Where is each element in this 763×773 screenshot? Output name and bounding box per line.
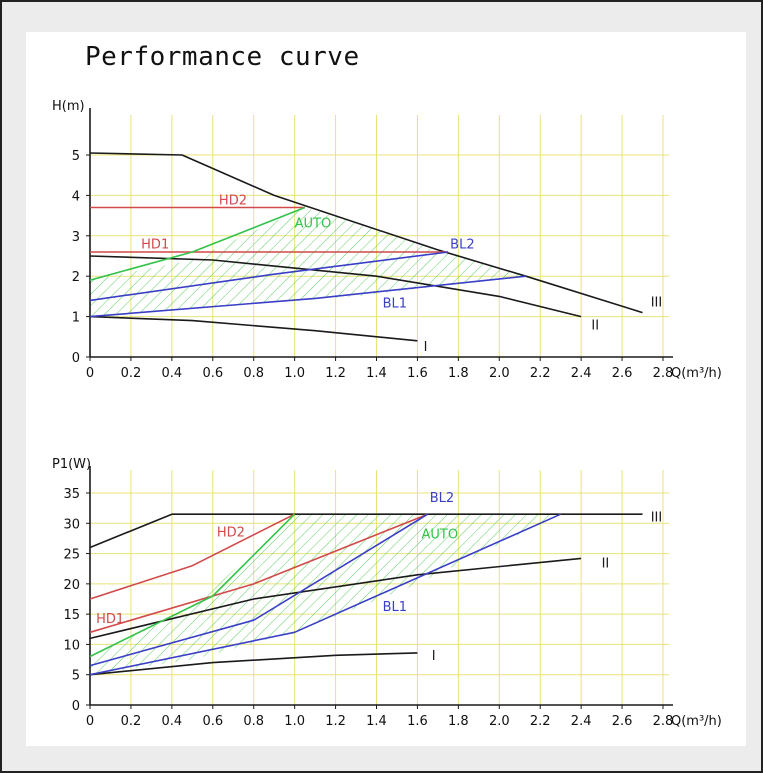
x-tick-label: 0 xyxy=(86,366,94,381)
x-tick-label: 0.8 xyxy=(243,366,264,381)
series-label-i: I xyxy=(424,340,428,355)
x-tick-label: 1.4 xyxy=(366,366,387,381)
series-line-i xyxy=(89,652,418,676)
x-axis-label: Q(m³/h) xyxy=(671,714,722,729)
y-axis-label: H(m) xyxy=(52,99,85,114)
y-tick-label: 1 xyxy=(72,311,80,326)
series-label-hd2: HD2 xyxy=(219,193,247,208)
y-tick-label: 25 xyxy=(63,548,80,563)
series-line-iii xyxy=(89,513,643,549)
series-label-iii: III xyxy=(651,296,663,311)
x-tick-label: 0.4 xyxy=(162,714,183,729)
operating-range-hatch xyxy=(90,514,561,675)
x-tick-label: 0.6 xyxy=(202,714,223,729)
series-label-bl1: BL1 xyxy=(383,297,407,312)
figure-panel xyxy=(26,32,746,746)
x-tick-label: 2.0 xyxy=(489,714,510,729)
y-tick-label: 35 xyxy=(63,487,80,502)
series-line-ii xyxy=(89,557,582,640)
series-line-auto xyxy=(89,206,306,281)
x-tick-label: 0.8 xyxy=(243,714,264,729)
series-label-bl2: BL2 xyxy=(450,238,474,253)
page-title: Performance curve xyxy=(85,42,360,72)
x-tick-label: 1.6 xyxy=(407,366,428,381)
x-tick-label: 2.4 xyxy=(571,714,592,729)
series-label-hd2: HD2 xyxy=(217,526,245,541)
x-tick-label: 2.6 xyxy=(612,714,633,729)
x-tick-label: 2.6 xyxy=(612,366,633,381)
series-line-iii xyxy=(89,152,643,314)
y-tick-label: 0 xyxy=(72,351,80,366)
series-label-bl2: BL2 xyxy=(430,491,454,506)
series-label-auto: AUTO xyxy=(295,217,332,232)
y-tick-label: 3 xyxy=(72,230,80,245)
series-line-bl2 xyxy=(89,513,429,667)
x-tick-label: 2.8 xyxy=(653,714,674,729)
y-axis-label: P1(W) xyxy=(52,457,91,472)
power-chart: 0 0.2 0.4 0.6 0.8 1.0 1.2 1.4 1.6 1.8 2.0 2.2 2.4 2.6… xyxy=(52,457,722,729)
x-tick-label: 1.2 xyxy=(325,714,346,729)
x-tick-label: 1.6 xyxy=(407,714,428,729)
series-label-hd1: HD1 xyxy=(141,238,169,253)
x-tick-label: 1.2 xyxy=(325,366,346,381)
x-tick-label: 1.8 xyxy=(448,714,469,729)
y-tick-label: 5 xyxy=(72,669,80,684)
series-label-auto: AUTO xyxy=(422,527,459,542)
series-line-ii xyxy=(89,255,582,318)
series-line-bl1 xyxy=(89,513,562,676)
x-tick-label: 0 xyxy=(86,714,94,729)
x-tick-label: 2.0 xyxy=(489,366,510,381)
head-chart: 0 0.2 0.4 0.6 0.8 1.0 1.2 1.4 1.6 1.8 2.0 2.2 2.4 2.6… xyxy=(52,99,722,381)
y-tick-label: 30 xyxy=(63,517,80,532)
operating-range-hatch xyxy=(90,207,526,317)
x-tick-label: 1.0 xyxy=(284,714,305,729)
x-tick-label: 1.4 xyxy=(366,714,387,729)
series-line-bl2 xyxy=(89,251,449,302)
y-tick-label: 5 xyxy=(72,149,80,164)
series-label-ii: II xyxy=(591,319,599,334)
series-label-bl1: BL1 xyxy=(383,600,407,615)
x-tick-label: 2.2 xyxy=(530,366,551,381)
series-line-hd2 xyxy=(89,513,295,600)
y-tick-label: 20 xyxy=(63,578,80,593)
series-label-iii: III xyxy=(651,510,663,525)
x-axis-label: Q(m³/h) xyxy=(671,366,722,381)
y-tick-label: 4 xyxy=(72,189,80,204)
series-line-auto xyxy=(89,513,296,658)
x-tick-label: 0.2 xyxy=(121,366,142,381)
x-tick-label: 2.8 xyxy=(653,366,674,381)
x-tick-label: 0.6 xyxy=(202,366,223,381)
y-tick-label: 10 xyxy=(63,638,80,653)
series-label-ii: II xyxy=(602,557,610,572)
x-tick-label: 2.4 xyxy=(571,366,592,381)
x-tick-label: 2.2 xyxy=(530,714,551,729)
y-tick-label: 2 xyxy=(72,270,80,285)
series-line-bl1 xyxy=(89,275,526,318)
series-label-i: I xyxy=(432,649,436,664)
x-tick-label: 0.4 xyxy=(162,366,183,381)
series-line-hd1 xyxy=(89,513,428,634)
series-label-hd1: HD1 xyxy=(96,612,124,627)
series-line-i xyxy=(89,315,418,342)
y-tick-label: 15 xyxy=(63,608,80,623)
x-tick-label: 1.8 xyxy=(448,366,469,381)
y-tick-label: 0 xyxy=(72,699,80,714)
x-tick-label: 1.0 xyxy=(284,366,305,381)
x-tick-label: 0.2 xyxy=(121,714,142,729)
